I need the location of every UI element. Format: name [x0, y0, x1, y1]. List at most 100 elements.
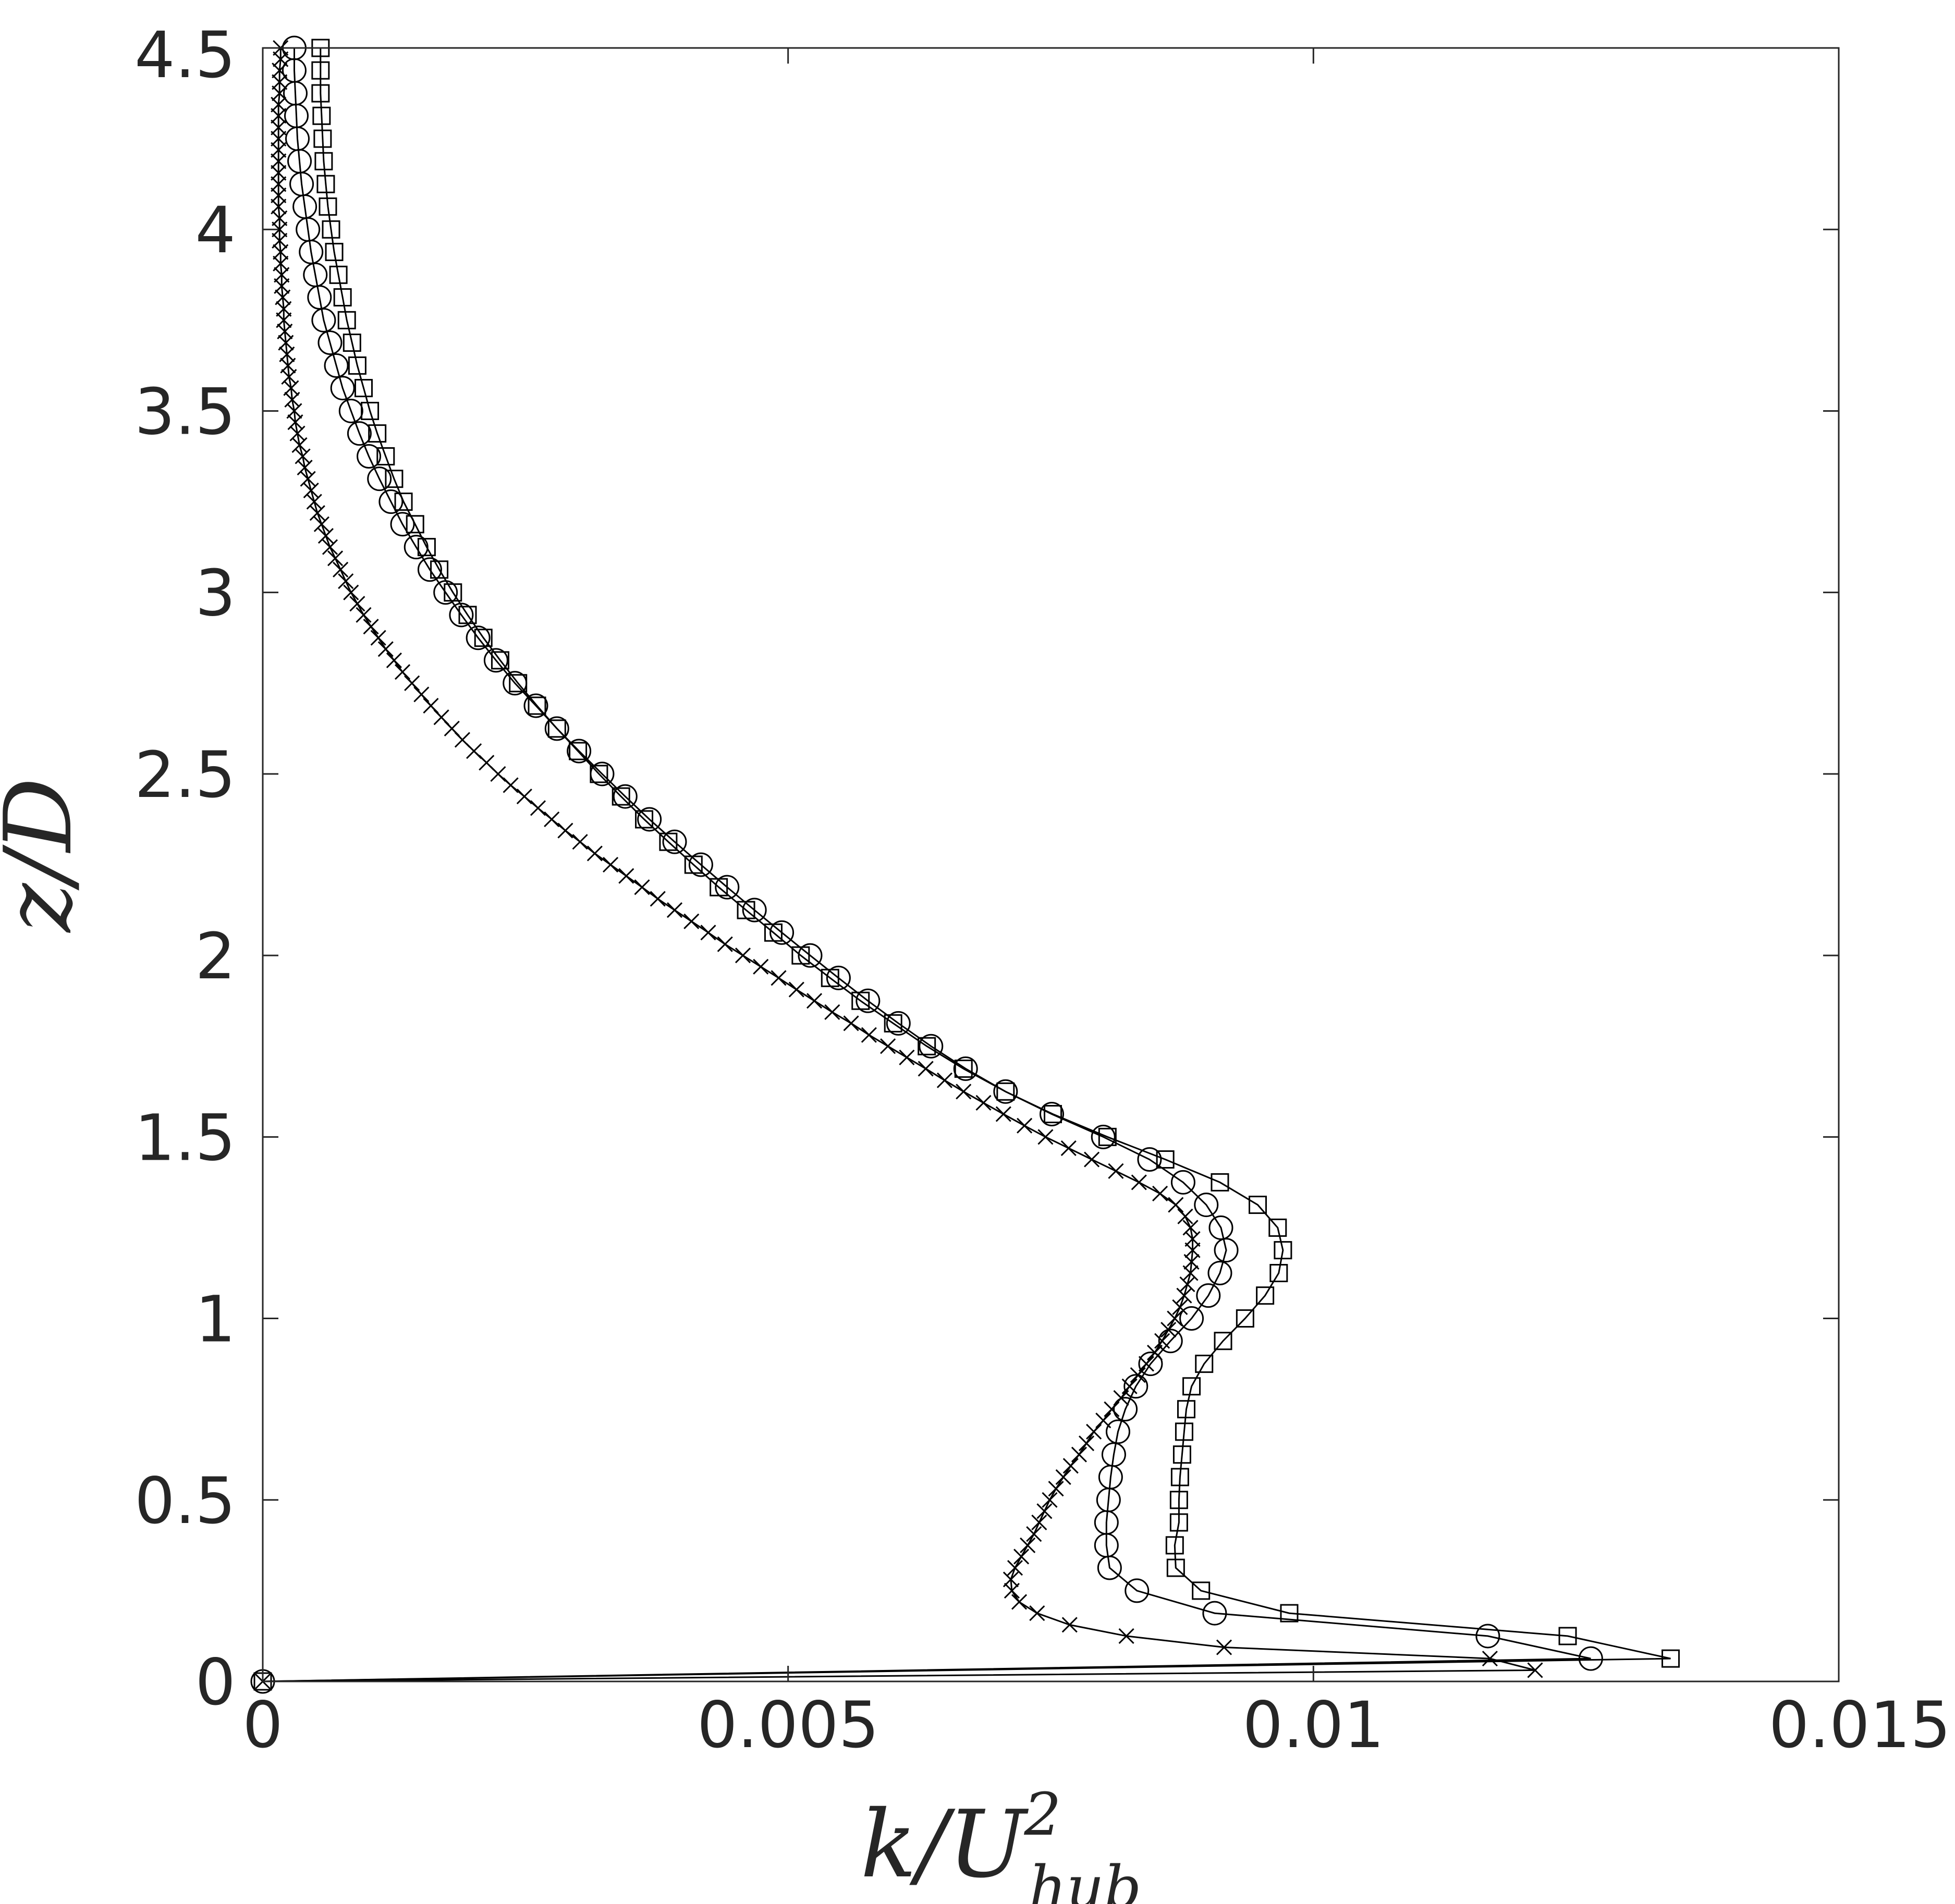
- square-marker: [314, 152, 333, 170]
- circle-marker: [798, 943, 823, 968]
- x-axis-label-main: k/U: [860, 1790, 1029, 1898]
- cross-marker: [843, 1015, 859, 1031]
- square-marker: [1175, 1422, 1193, 1441]
- circle-marker: [1137, 1147, 1162, 1172]
- square-marker: [1192, 1581, 1211, 1600]
- series-layer: [250, 35, 1680, 1694]
- cross-marker: [413, 686, 430, 703]
- cross-marker: [1062, 1458, 1079, 1474]
- square-marker: [361, 401, 380, 420]
- cross-marker: [363, 619, 379, 635]
- circle-marker: [1179, 1306, 1204, 1331]
- cross-marker: [1086, 1423, 1102, 1440]
- plot-area-frame: [262, 47, 1840, 1682]
- cross-marker: [317, 527, 334, 544]
- circle-marker: [1578, 1646, 1603, 1671]
- cross-marker: [1017, 1117, 1033, 1134]
- circle-marker: [637, 807, 662, 832]
- cross-marker: [327, 550, 344, 567]
- cross-marker: [861, 1027, 877, 1043]
- square-marker: [1236, 1309, 1254, 1328]
- square-marker: [1165, 1536, 1184, 1555]
- circle-marker: [1138, 1352, 1163, 1377]
- square-marker: [954, 1059, 973, 1078]
- circle-marker: [742, 898, 767, 923]
- cross-marker: [1048, 1481, 1064, 1497]
- cross-marker: [271, 153, 287, 169]
- x-axis-label-sub: hub: [1029, 1854, 1142, 1904]
- cross-marker: [1172, 1299, 1188, 1316]
- circle-marker: [523, 693, 548, 718]
- cross-marker: [880, 1038, 896, 1054]
- cross-marker: [1182, 1220, 1199, 1236]
- cross-marker: [1037, 1129, 1054, 1145]
- cross-marker: [1031, 1514, 1047, 1531]
- circle-marker: [1105, 1419, 1130, 1444]
- square-marker: [1166, 1558, 1185, 1577]
- x-tick-labels: 0 0.005 0.01 0.015: [242, 1688, 1951, 1762]
- circle-marker: [1170, 1170, 1195, 1195]
- cross-marker: [1011, 1594, 1028, 1610]
- cross-marker: [333, 561, 349, 578]
- cross-marker: [1078, 1435, 1095, 1452]
- cross-marker: [1216, 1639, 1232, 1655]
- cross-marker: [272, 85, 288, 102]
- y-tick-label: 1: [195, 1283, 236, 1357]
- circle-marker: [856, 988, 881, 1013]
- cross-marker: [1482, 1651, 1498, 1667]
- square-marker: [329, 265, 348, 284]
- y-tick-label: 0.5: [135, 1464, 236, 1538]
- square-marker: [1098, 1127, 1117, 1146]
- square-marker: [528, 696, 546, 715]
- square-marker: [635, 810, 654, 829]
- circle-marker: [1091, 1124, 1116, 1149]
- cross-marker: [271, 108, 287, 124]
- cross-marker: [271, 165, 287, 181]
- circle-marker: [503, 671, 528, 696]
- circle-marker: [826, 965, 851, 990]
- cross-marker: [273, 51, 289, 67]
- cross-marker: [295, 448, 311, 464]
- cross-marker: [1042, 1492, 1058, 1508]
- cross-marker: [271, 187, 287, 203]
- cross-marker: [1167, 1310, 1183, 1326]
- cross-marker: [313, 516, 329, 532]
- circle-marker: [1207, 1261, 1232, 1285]
- cross-marker: [1026, 1526, 1042, 1542]
- cross-marker: [753, 959, 769, 975]
- cross-marker: [276, 312, 292, 328]
- cross-marker: [404, 675, 420, 691]
- circle-marker: [993, 1079, 1018, 1104]
- cross-marker: [306, 494, 322, 510]
- circle-marker: [367, 466, 392, 492]
- circle-marker: [330, 376, 355, 401]
- square-marker: [1195, 1355, 1214, 1373]
- cross-marker: [1013, 1549, 1030, 1565]
- y-tick-label: 2.5: [135, 738, 236, 812]
- square-marker: [376, 447, 395, 465]
- square-marker: [547, 719, 566, 738]
- cross-marker: [386, 652, 402, 668]
- y-tick-label: 4: [195, 193, 236, 267]
- square-marker: [491, 651, 509, 670]
- square-marker: [1172, 1445, 1191, 1464]
- cross-marker: [771, 970, 787, 986]
- square-marker: [1661, 1649, 1680, 1668]
- square-marker: [569, 742, 588, 760]
- cross-marker: [423, 697, 439, 714]
- circle-marker: [390, 512, 415, 537]
- cross-marker: [1036, 1503, 1053, 1519]
- circle-marker: [662, 829, 687, 854]
- cross-marker: [271, 176, 287, 192]
- square-marker: [1249, 1196, 1267, 1214]
- x-axis-label-sup: 2: [1023, 1781, 1061, 1849]
- cross-marker: [433, 709, 449, 726]
- square-marker: [1182, 1377, 1201, 1396]
- circle-marker: [886, 1011, 911, 1036]
- cross-marker: [272, 74, 288, 90]
- cross-marker: [788, 981, 804, 998]
- circle-marker: [1194, 1193, 1219, 1218]
- square-marker: [1169, 1491, 1188, 1509]
- cross-marker: [1154, 1333, 1170, 1349]
